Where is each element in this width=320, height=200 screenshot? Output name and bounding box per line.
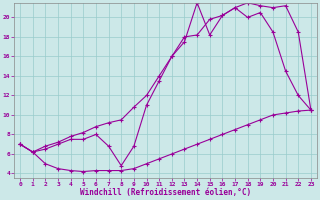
X-axis label: Windchill (Refroidissement éolien,°C): Windchill (Refroidissement éolien,°C) — [80, 188, 251, 197]
